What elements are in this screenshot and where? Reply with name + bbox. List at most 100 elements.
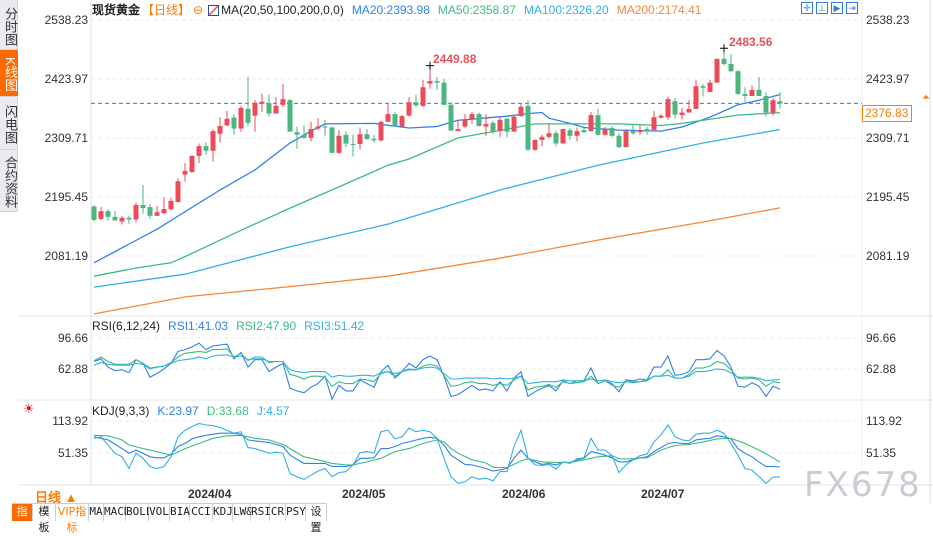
candle (147, 203, 153, 219)
sidebar-item-flash[interactable]: 闪电图 (0, 97, 18, 150)
kdj-label-left: 113.92 (52, 414, 88, 428)
kdj-label-left: 51.35 (57, 446, 88, 460)
scroll-up-icon[interactable]: ⏶ (922, 92, 930, 103)
candle (273, 97, 279, 114)
kdj-legend: KDJ(9,3,3) K:23.97 D:33.68 J:4.57 (92, 404, 297, 418)
candle-body (378, 121, 384, 141)
period-selector[interactable]: 日线 ▲ (35, 490, 78, 505)
candle-body (112, 216, 118, 221)
candle-body (511, 116, 517, 132)
candle (196, 143, 202, 164)
candle (644, 127, 650, 135)
candle-body (189, 155, 195, 172)
candle-body (749, 89, 755, 97)
candle (623, 129, 629, 148)
sidebar-item-kline[interactable]: K线图 (0, 50, 18, 97)
candle (175, 178, 181, 203)
candle-body (546, 133, 552, 137)
kdj-label-right: 113.92 (866, 414, 902, 428)
candle-body (616, 135, 622, 148)
circle-minus-icon[interactable]: ⊖ (193, 3, 204, 17)
toolbar-cr[interactable]: CR (270, 504, 286, 521)
toolbar-lwr[interactable]: LW& (233, 504, 253, 521)
candle (581, 128, 587, 134)
exit-icon[interactable]: ⇥ (846, 2, 858, 14)
candle (385, 103, 391, 122)
candle (609, 125, 615, 137)
candle (161, 197, 167, 214)
period-label[interactable]: 【日线】 (142, 3, 191, 17)
rsi-lines (93, 342, 781, 401)
candle (770, 98, 776, 116)
sidebar-item-contract-info[interactable]: 合约资料 (0, 150, 18, 212)
rsi-title[interactable]: RSI(6,12,24) (92, 319, 161, 333)
ma-params[interactable]: MA(20,50,100,200,0,0) (221, 3, 344, 17)
candle-body (308, 129, 314, 138)
rsi3-value: RSI3:51.42 (304, 319, 365, 333)
high-label: 2483.56 (729, 35, 773, 49)
candle-body (588, 115, 594, 132)
candle (315, 118, 321, 131)
toolbar-cci[interactable]: CCI (190, 504, 213, 521)
play-icon[interactable]: ▶ (831, 2, 843, 14)
candle-body (259, 101, 265, 104)
candle (553, 130, 559, 147)
kdj-title[interactable]: KDJ(9,3,3) (92, 404, 150, 418)
toolbar-psy[interactable]: PSY (286, 504, 306, 521)
candle (182, 163, 188, 182)
candle (266, 94, 272, 117)
candle (133, 202, 139, 223)
toolbar-settings[interactable]: 设置 (306, 504, 327, 534)
candle (252, 100, 258, 132)
candle-body (693, 86, 699, 109)
toolbar-templates[interactable]: 模板 (33, 504, 56, 534)
candle-body (294, 132, 300, 135)
ma200-line (93, 207, 781, 315)
toolbar-vip-indicators[interactable]: VIP指标 (56, 504, 89, 534)
candle-body (567, 130, 573, 136)
candle (763, 92, 769, 117)
candle-body (357, 134, 363, 145)
toolbar-rsi[interactable]: RSI (251, 504, 271, 521)
candle-body (182, 170, 188, 175)
candle-body (777, 101, 783, 104)
crosshair-icon[interactable]: ✛ (801, 2, 813, 14)
price-label-left: 2538.23 (44, 13, 88, 27)
candle-body (602, 129, 608, 135)
candle-body (658, 115, 664, 118)
candle-body (504, 118, 510, 132)
candle-body (448, 104, 454, 131)
candle-body (133, 204, 139, 220)
toolbar-indicators[interactable]: 指标 (12, 504, 33, 534)
ma-chart-icon[interactable] (208, 4, 220, 16)
candle (126, 215, 132, 224)
date-label: 2024/06 (502, 487, 546, 501)
toolbar-kdj[interactable]: KDJ (213, 504, 233, 521)
rsi-label-left: 96.66 (57, 331, 88, 345)
candle-body (441, 82, 447, 105)
price-label-right: 2081.19 (866, 249, 910, 263)
candle (343, 131, 349, 148)
candle (119, 215, 125, 225)
toolbar-bias[interactable]: BIAS (170, 504, 197, 521)
high-label: 2449.88 (433, 52, 477, 66)
candle-body (385, 114, 391, 122)
candle-body (672, 101, 678, 115)
candle (420, 80, 426, 107)
toolbar-macd[interactable]: MACD (104, 504, 131, 521)
kline-chart[interactable] (0, 0, 933, 520)
candle-body (161, 209, 167, 214)
ma200-value: MA200:2174.41 (616, 3, 702, 17)
candle (238, 105, 244, 132)
candle-body (595, 115, 601, 135)
candle-body (630, 131, 636, 134)
toolbar-boll[interactable]: BOLL (126, 504, 153, 521)
candle (700, 84, 706, 97)
candle (406, 97, 412, 117)
toolbar-ma[interactable]: MA (89, 504, 104, 521)
candle (350, 134, 356, 157)
sidebar-item-intraday[interactable]: 分时图 (0, 0, 18, 50)
toolbar-vol[interactable]: VOL (149, 504, 170, 521)
sun-icon[interactable]: ☀ (23, 401, 35, 416)
zoom-range-icon[interactable]: ⊥ (816, 2, 828, 14)
